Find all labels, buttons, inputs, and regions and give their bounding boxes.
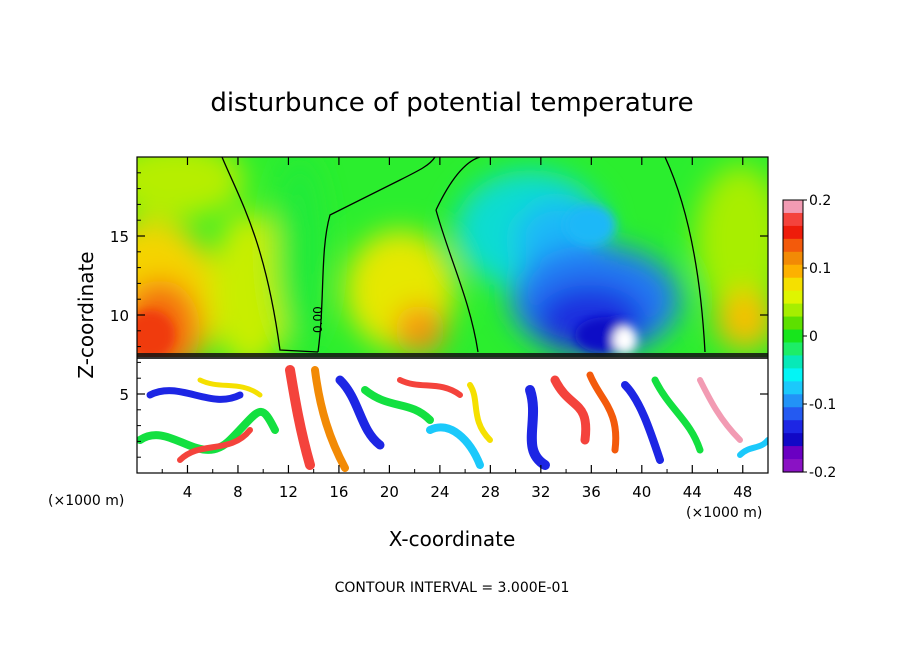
- colorbar-tick-label: 0: [809, 329, 818, 345]
- colorbar-swatch: [783, 212, 803, 227]
- x-tick-label: 24: [430, 483, 449, 501]
- colorbar-swatch: [783, 316, 803, 331]
- colorbar-swatch: [783, 368, 803, 382]
- x-tick-label: 32: [531, 483, 550, 501]
- x-tick-label: 8: [233, 483, 243, 501]
- x-axis-unit-right: (×1000 m): [686, 505, 762, 521]
- colorbar-tick-label: 0.1: [809, 261, 831, 277]
- colorbar-tick-label: -0.1: [809, 397, 836, 413]
- x-tick-label: 48: [733, 483, 752, 501]
- colorbar-swatch: [783, 303, 803, 318]
- colorbar-swatch: [783, 459, 803, 473]
- colorbar-swatch: [783, 238, 803, 253]
- y-tick-label: 15: [110, 228, 129, 246]
- x-axis-unit-left: (×1000 m): [48, 493, 124, 509]
- colorbar-swatch: [783, 200, 803, 214]
- colorbar-swatch: [783, 407, 803, 421]
- colorbar-swatch: [783, 394, 803, 408]
- colorbar-swatch: [783, 277, 803, 292]
- x-axis-title: X-coordinate: [389, 527, 516, 551]
- zero-contours: [221, 157, 706, 353]
- colorbar-swatch: [783, 355, 803, 369]
- chart-title: disturbunce of potential temperature: [210, 88, 693, 118]
- x-tick-label: 16: [329, 483, 348, 501]
- x-tick-label: 4: [183, 483, 193, 501]
- colorbar-tick-label: -0.2: [809, 465, 836, 481]
- colorbar-swatch: [783, 342, 803, 357]
- colorbar-swatch: [783, 290, 803, 305]
- y-axis-title: Z-coordinate: [74, 251, 98, 378]
- x-tick-label: 40: [632, 483, 651, 501]
- colorbar-swatch: [783, 420, 803, 434]
- x-tick-label: 36: [582, 483, 601, 501]
- contour-interval-footer: CONTOUR INTERVAL = 3.000E-01: [335, 580, 570, 596]
- colorbar-swatch: [783, 225, 803, 240]
- heatmap-field: 0.00: [137, 157, 768, 473]
- colorbar-swatch: [783, 264, 803, 279]
- colorbar-tick-label: 0.2: [809, 193, 831, 209]
- contour-label: 0.00: [311, 306, 325, 333]
- turbulent-layer: [137, 365, 768, 472]
- x-tick-label: 12: [279, 483, 298, 501]
- x-tick-label: 28: [481, 483, 500, 501]
- x-tick-label: 44: [683, 483, 702, 501]
- x-tick-label: 20: [380, 483, 399, 501]
- colorbar-swatch: [783, 251, 803, 266]
- colorbar-swatch: [783, 446, 803, 460]
- y-tick-label: 5: [119, 386, 129, 404]
- colorbar-swatch: [783, 329, 803, 344]
- colorbar-swatch: [783, 381, 803, 395]
- colorbar: 0.2 0.1 0 -0.1 -0.2: [782, 193, 836, 481]
- colorbar-swatch: [783, 433, 803, 447]
- y-tick-label: 10: [110, 307, 129, 325]
